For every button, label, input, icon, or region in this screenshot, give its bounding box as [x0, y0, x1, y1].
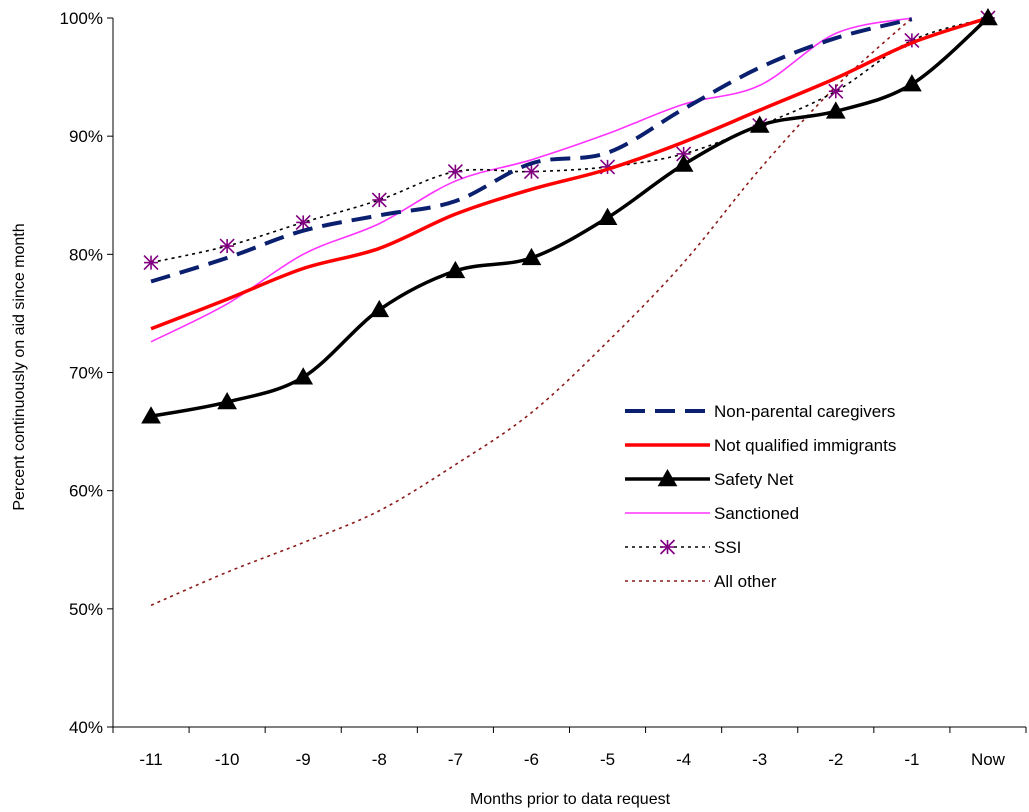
- y-tick-label: 70%: [69, 364, 103, 383]
- series-not-qualified-immigrants: [150, 16, 989, 331]
- data-point-ssi: [447, 164, 463, 180]
- x-tick-label: -2: [828, 750, 843, 769]
- series-line-non-parental-caregivers: [150, 17, 913, 284]
- x-tick-label: -10: [215, 750, 240, 769]
- data-point-ssi: [371, 192, 387, 208]
- data-point-safety-net: [141, 406, 161, 424]
- x-tick-label: -11: [139, 750, 162, 769]
- data-point-ssi: [828, 83, 844, 99]
- y-tick-label: 40%: [69, 718, 103, 737]
- series-all-other: [150, 17, 913, 607]
- data-point-safety-net: [445, 260, 466, 279]
- legend-marker-safety-net: [657, 468, 678, 487]
- series-non-parental-caregivers: [150, 17, 913, 284]
- legend-label-safety-net: Safety Net: [714, 470, 794, 489]
- x-tick-label: -3: [752, 750, 767, 769]
- x-tick-label: -5: [600, 750, 615, 769]
- series-layer: [141, 7, 998, 607]
- data-point-safety-net: [673, 154, 694, 172]
- data-point-safety-net: [597, 207, 618, 225]
- legend-item-all-other: All other: [625, 572, 777, 591]
- data-point-safety-net: [217, 392, 237, 410]
- data-point-ssi: [676, 146, 692, 162]
- series-line-all-other: [150, 17, 913, 607]
- x-tick-label: -1: [904, 750, 919, 769]
- legend-label-non-parental-caregivers: Non-parental caregivers: [714, 402, 895, 421]
- axes: 40% 50% 60% 70% 80% 90% 100% -11 -10 -9 -8 -7 -6 -5 -4…: [60, 9, 1027, 769]
- legend-label-sanctioned: Sanctioned: [714, 504, 799, 523]
- legend-marker-ssi: [659, 539, 676, 555]
- series-line-ssi: [150, 17, 989, 264]
- x-axis-title: Months prior to data request: [470, 791, 671, 808]
- x-tick-label: -4: [676, 750, 691, 769]
- series-safety-net: [141, 7, 998, 424]
- legend-item-not-qualified-immigrants: Not qualified immigrants: [625, 436, 896, 455]
- data-point-ssi: [295, 214, 311, 230]
- series-line-not-qualified-immigrants: [150, 16, 989, 331]
- x-tick-label: -6: [524, 750, 539, 769]
- legend-item-non-parental-caregivers: Non-parental caregivers: [625, 402, 895, 421]
- legend-label-not-qualified-immigrants: Not qualified immigrants: [714, 436, 896, 455]
- data-point-safety-net: [825, 101, 846, 119]
- y-tick-label: 80%: [69, 245, 103, 264]
- y-tick-label: 90%: [69, 127, 103, 146]
- data-point-safety-net: [521, 247, 542, 266]
- data-point-safety-net: [749, 115, 770, 133]
- x-tick-label: -9: [296, 750, 311, 769]
- x-tick-label: -7: [448, 750, 463, 769]
- data-point-safety-net: [978, 7, 998, 26]
- data-point-safety-net: [293, 367, 314, 385]
- x-tick-label: Now: [971, 750, 1006, 769]
- y-axis-title: Percent continuously on aid since month: [11, 223, 28, 510]
- y-tick-label: 100%: [60, 9, 103, 28]
- legend-label-ssi: SSI: [714, 538, 741, 557]
- legend: Non-parental caregivers Not qualified imm…: [625, 402, 896, 591]
- x-tick-label: -8: [372, 750, 387, 769]
- series-ssi: [143, 10, 996, 271]
- data-point-ssi: [219, 238, 235, 254]
- legend-label-all-other: All other: [714, 572, 777, 591]
- series-sanctioned: [150, 17, 913, 343]
- y-tick-label: 50%: [69, 600, 103, 619]
- series-line-sanctioned: [150, 17, 913, 343]
- legend-item-ssi: SSI: [625, 538, 741, 557]
- data-point-safety-net: [369, 299, 390, 318]
- series-line-safety-net: [150, 16, 990, 418]
- data-point-ssi: [143, 255, 159, 271]
- legend-item-sanctioned: Sanctioned: [625, 504, 799, 523]
- y-tick-label: 60%: [69, 482, 103, 501]
- legend-item-safety-net: Safety Net: [625, 468, 794, 489]
- data-point-safety-net: [902, 74, 922, 92]
